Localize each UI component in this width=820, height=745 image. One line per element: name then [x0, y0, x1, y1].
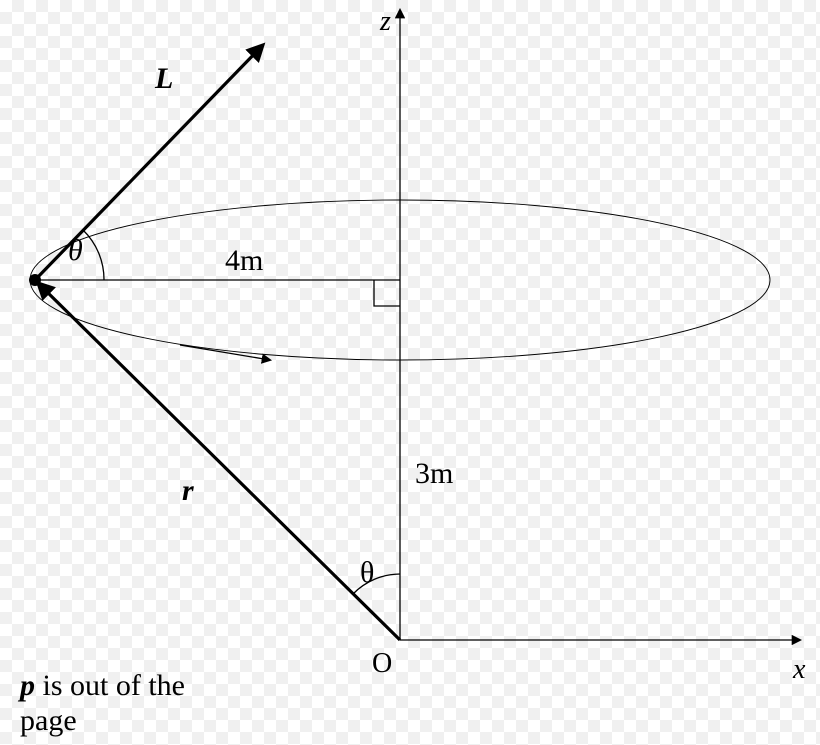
dimension-3m-label: 3m: [415, 457, 453, 490]
note-p: p: [17, 669, 35, 702]
angular-momentum-diagram: z x O L r 4m 3m θ θ p is out of the page: [0, 0, 820, 745]
r-vector-label: r: [182, 474, 194, 507]
p-direction-arrow: [180, 345, 270, 360]
particle-dot: [29, 274, 41, 286]
note-rest: is out of the: [35, 669, 185, 702]
theta-particle-label: θ: [68, 234, 83, 267]
origin-label: O: [372, 648, 392, 679]
note-text: p is out of the: [17, 669, 185, 702]
L-vector-label: L: [154, 62, 173, 95]
z-axis-label: z: [379, 6, 391, 37]
note-text-line2: page: [20, 704, 77, 737]
dimension-4m-label: 4m: [225, 244, 263, 277]
theta-origin-label: θ: [360, 556, 374, 589]
r-vector: [41, 286, 400, 640]
right-angle-marker: [374, 280, 400, 306]
x-axis-label: x: [792, 654, 806, 685]
